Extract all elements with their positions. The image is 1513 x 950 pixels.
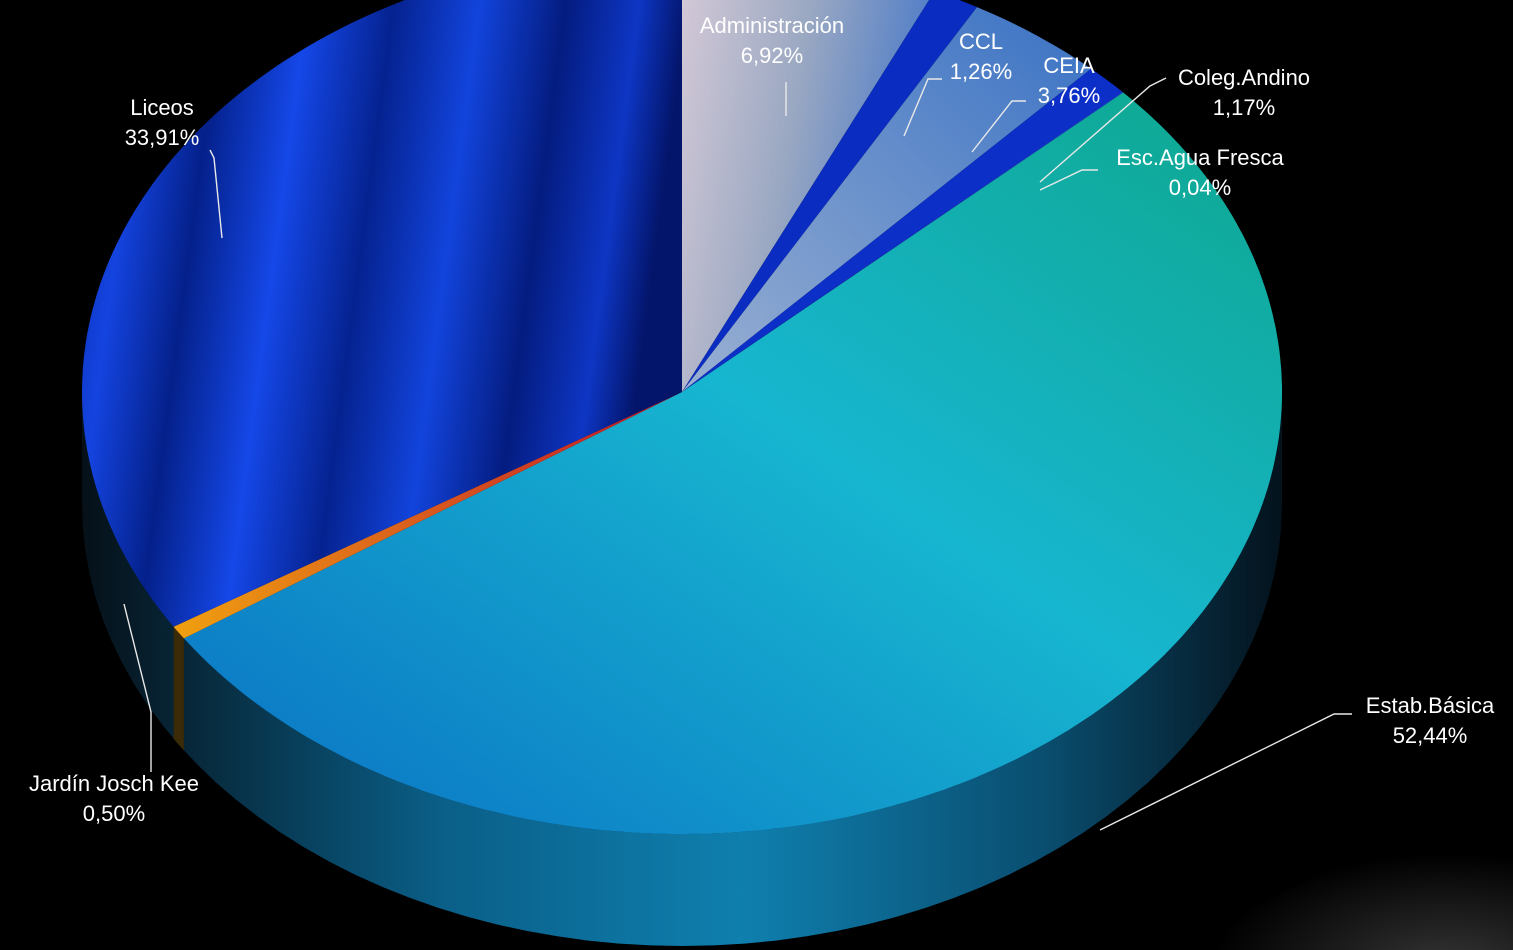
slice-side-jardin-josch-kee	[173, 626, 184, 751]
leader-line-esc-agua-fresca	[1039, 169, 1098, 191]
slice-value-jardin-josch-kee: 0,50%	[83, 801, 145, 826]
pie-side-wall	[82, 392, 1282, 946]
data-labels: Administración 6,92% CCL 1,26% CEIA 3,76% Cole…	[29, 13, 1495, 826]
slice-label-ccl: CCL	[959, 29, 1003, 54]
slice-administracion	[682, 0, 930, 392]
slice-label-coleg-andino: Coleg.Andino	[1178, 65, 1310, 90]
slice-value-esc-agua-fresca: 0,04%	[1169, 175, 1231, 200]
slice-value-coleg-andino: 1,17%	[1213, 95, 1275, 120]
background-shadow	[1180, 790, 1513, 950]
slice-label-administracion: Administración	[700, 13, 844, 38]
slice-label-liceos: Liceos	[130, 95, 194, 120]
leader-line-ceia	[971, 100, 1026, 153]
pie-side-band	[82, 392, 1282, 946]
pie-top-face	[82, 0, 1282, 834]
slice-value-administracion: 6,92%	[741, 43, 803, 68]
leader-lines	[123, 77, 1352, 831]
slice-ceia	[682, 7, 1092, 392]
slice-ccl	[682, 0, 977, 392]
slice-estab-basica	[183, 92, 1282, 834]
slice-value-liceos: 33,91%	[125, 125, 200, 150]
slice-value-ceia: 3,76%	[1038, 83, 1100, 108]
slice-label-jardin-josch-kee: Jardín Josch Kee	[29, 771, 199, 796]
leader-line-ccl	[903, 78, 942, 137]
slice-value-estab-basica: 52,44%	[1393, 723, 1468, 748]
slice-label-ceia: CEIA	[1043, 53, 1095, 78]
slice-label-esc-agua-fresca: Esc.Agua Fresca	[1116, 145, 1284, 170]
slice-jardin-josch-kee	[173, 392, 682, 639]
leader-line-liceos	[209, 149, 223, 239]
leader-line-estab-basica	[1099, 713, 1352, 831]
slice-esc-agua-fresca	[682, 91, 1124, 392]
leader-line-jardin-josch-kee	[123, 603, 152, 772]
slice-label-estab-basica: Estab.Básica	[1366, 693, 1495, 718]
slice-coleg-andino	[682, 68, 1123, 392]
slice-liceos	[82, 0, 682, 627]
slice-value-ccl: 1,26%	[950, 59, 1012, 84]
leader-line-coleg-andino	[1039, 77, 1167, 183]
